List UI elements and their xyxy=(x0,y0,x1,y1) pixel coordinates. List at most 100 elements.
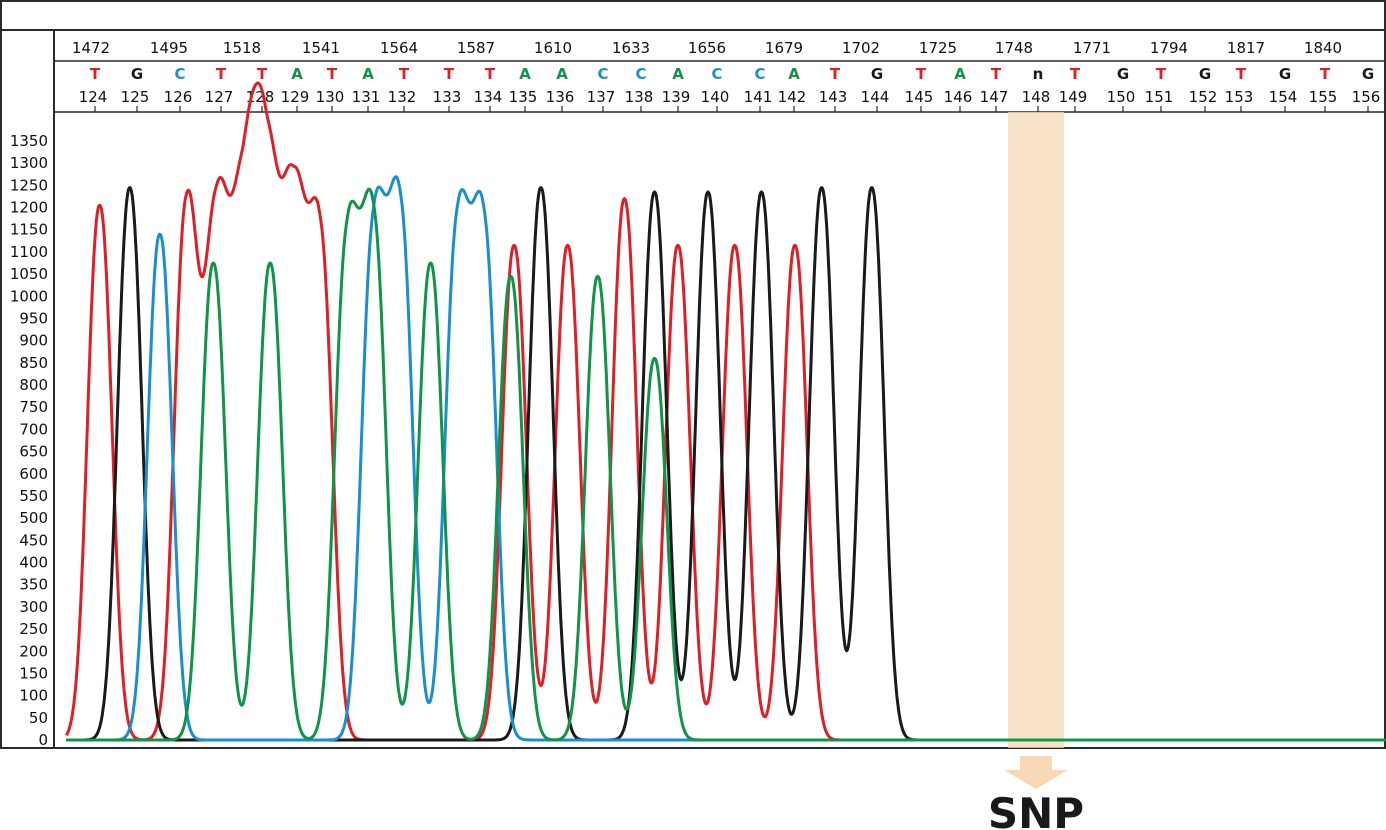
base-call-letter: G xyxy=(1117,65,1129,83)
y-tick-label: 950 xyxy=(19,309,48,327)
base-position-label: 133 xyxy=(433,88,462,106)
base-call-letter: n xyxy=(1033,65,1044,83)
base-call-letter: G xyxy=(131,65,143,83)
scan-position-ticks: 1472 1495 1518 1541 1564 1587 1610 1633 1656 1679… xyxy=(72,39,1342,57)
base-position-label: 139 xyxy=(662,88,691,106)
y-tick-label: 550 xyxy=(19,487,48,505)
y-tick-label: 1150 xyxy=(10,221,48,239)
base-call-letter: T xyxy=(830,65,841,83)
y-axis-ticks: 0 50 100 150 200 250 300 350 400 450 500 550 600 650 7… xyxy=(10,132,48,749)
y-tick-label: 900 xyxy=(19,332,48,350)
base-call-letter: T xyxy=(257,65,268,83)
base-position-label: 156 xyxy=(1352,88,1381,106)
scan-tick-label: 1541 xyxy=(302,39,340,57)
base-call-letter: T xyxy=(485,65,496,83)
y-tick-label: 1200 xyxy=(10,199,48,217)
base-position-label: 130 xyxy=(316,88,345,106)
base-position-label: 137 xyxy=(587,88,616,106)
y-tick-label: 1000 xyxy=(10,287,48,305)
base-call-letter: T xyxy=(1156,65,1167,83)
scan-tick-label: 1840 xyxy=(1304,39,1342,57)
scan-tick-label: 1610 xyxy=(534,39,572,57)
base-position-label: 129 xyxy=(281,88,310,106)
y-tick-label: 1300 xyxy=(10,154,48,172)
base-position-label: 151 xyxy=(1145,88,1174,106)
outer-frame xyxy=(0,0,1386,749)
y-tick-label: 350 xyxy=(19,576,48,594)
trace-A xyxy=(65,187,1386,742)
trace-T xyxy=(65,81,1386,742)
base-call-letter: A xyxy=(954,65,966,83)
base-call-letter: C xyxy=(635,65,646,83)
scan-tick-label: 1725 xyxy=(919,39,957,57)
base-position-label: 135 xyxy=(509,88,538,106)
y-tick-label: 850 xyxy=(19,354,48,372)
base-position-label: 136 xyxy=(546,88,575,106)
y-tick-label: 500 xyxy=(19,509,48,527)
y-tick-label: 50 xyxy=(29,709,48,727)
base-position-label: 152 xyxy=(1189,88,1218,106)
y-tick-label: 300 xyxy=(19,598,48,616)
base-call-letter: A xyxy=(672,65,684,83)
y-tick-label: 600 xyxy=(19,465,48,483)
trace-lines xyxy=(65,81,1386,742)
base-call-letter: G xyxy=(871,65,883,83)
scan-tick-label: 1518 xyxy=(223,39,261,57)
base-call-letter: C xyxy=(597,65,608,83)
y-tick-label: 450 xyxy=(19,531,48,549)
base-position-label: 125 xyxy=(121,88,150,106)
y-tick-label: 650 xyxy=(19,443,48,461)
base-position-label: 142 xyxy=(778,88,807,106)
base-call-letter: C xyxy=(174,65,185,83)
y-tick-label: 150 xyxy=(19,664,48,682)
y-tick-label: 800 xyxy=(19,376,48,394)
base-position-label: 148 xyxy=(1022,88,1051,106)
y-tick-label: 750 xyxy=(19,398,48,416)
scan-tick-label: 1771 xyxy=(1073,39,1111,57)
base-call-letter: A xyxy=(519,65,531,83)
base-call-letter: T xyxy=(1070,65,1081,83)
base-call-letter: T xyxy=(991,65,1002,83)
base-position-label: 138 xyxy=(625,88,654,106)
snp-arrow-icon xyxy=(1004,756,1068,789)
base-call-letter: G xyxy=(1279,65,1291,83)
y-tick-label: 1050 xyxy=(10,265,48,283)
scan-tick-label: 1633 xyxy=(612,39,650,57)
base-call-letter: T xyxy=(90,65,101,83)
trace-C xyxy=(65,175,1386,742)
base-call-letter: G xyxy=(1362,65,1374,83)
scan-tick-label: 1817 xyxy=(1227,39,1265,57)
scan-tick-label: 1587 xyxy=(457,39,495,57)
y-tick-label: 1350 xyxy=(10,132,48,150)
base-position-label: 124 xyxy=(79,88,108,106)
base-call-letter: T xyxy=(399,65,410,83)
base-position-label: 149 xyxy=(1059,88,1088,106)
base-call-letter: C xyxy=(754,65,765,83)
snp-label: SNP xyxy=(988,789,1084,830)
base-position-label: 141 xyxy=(744,88,773,106)
y-tick-label: 1100 xyxy=(10,243,48,261)
base-call-letter: A xyxy=(362,65,374,83)
base-call-letter: G xyxy=(1199,65,1211,83)
base-position-label: 145 xyxy=(905,88,934,106)
base-position-label: 140 xyxy=(701,88,730,106)
base-position-label: 155 xyxy=(1309,88,1338,106)
base-call-letter: A xyxy=(556,65,568,83)
y-tick-label: 400 xyxy=(19,554,48,572)
y-tick-label: 250 xyxy=(19,620,48,638)
base-call-letter: T xyxy=(1320,65,1331,83)
base-position-label: 131 xyxy=(352,88,381,106)
scan-tick-label: 1495 xyxy=(150,39,188,57)
base-position-label: 154 xyxy=(1269,88,1298,106)
base-call-letter: A xyxy=(291,65,303,83)
scan-tick-label: 1656 xyxy=(688,39,726,57)
y-tick-label: 700 xyxy=(19,420,48,438)
base-calls-row: T124G125C126T127T128A129T130A131T132T133… xyxy=(79,65,1381,112)
base-call-letter: C xyxy=(711,65,722,83)
base-position-label: 143 xyxy=(819,88,848,106)
base-call-letter: A xyxy=(788,65,800,83)
base-position-label: 126 xyxy=(164,88,193,106)
base-call-letter: T xyxy=(327,65,338,83)
trace-G xyxy=(65,186,1386,742)
